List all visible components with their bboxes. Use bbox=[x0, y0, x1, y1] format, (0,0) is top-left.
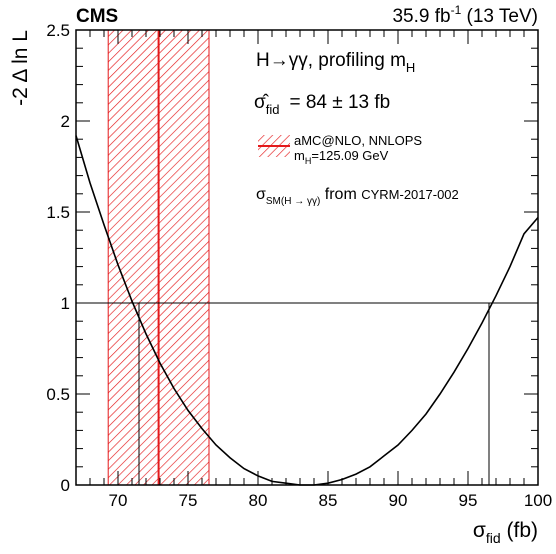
axis-ticks bbox=[75, 29, 539, 486]
legend-prediction-mass: mH=125.09 GeV bbox=[294, 148, 389, 166]
x-tick-label: 80 bbox=[249, 491, 268, 510]
x-tick-label: 90 bbox=[389, 491, 408, 510]
energy-label: (13 TeV) bbox=[461, 6, 538, 27]
y-tick-label: 2 bbox=[61, 112, 70, 131]
y-tick-label: 0 bbox=[61, 476, 70, 495]
x-tick-label: 70 bbox=[109, 491, 128, 510]
y-tick-label: 1 bbox=[61, 294, 70, 313]
x-tick-label: 95 bbox=[459, 491, 478, 510]
y-tick-label: 1.5 bbox=[46, 203, 70, 222]
x-axis-title: σfid (fb) bbox=[473, 519, 538, 546]
legend-prediction-generator: aMC@NLO, NNLOPS bbox=[294, 133, 422, 148]
y-tick-label: 2.5 bbox=[46, 21, 70, 40]
axis-tick-labels: 70 75 80 85 90 95 100 0 0.5 1 1.5 2 2.5 bbox=[46, 21, 552, 510]
legend-sm-reference: σSM(H → γγ) from CYRM-2017-002 bbox=[256, 186, 459, 207]
legend-fitted-result: σ̂fid = 84 ± 13 fb bbox=[254, 92, 390, 117]
luminosity-label: 35.9 fb-1 (13 TeV) bbox=[392, 3, 538, 27]
experiment-label: CMS bbox=[76, 6, 118, 27]
x-tick-label: 85 bbox=[319, 491, 338, 510]
y-tick-label: 0.5 bbox=[46, 385, 70, 404]
y-axis-title: -2 Δ ln L bbox=[9, 30, 32, 106]
plot-frame bbox=[75, 29, 539, 486]
x-tick-label: 75 bbox=[179, 491, 198, 510]
x-tick-label: 100 bbox=[524, 491, 552, 510]
legend-process: H→γγ, profiling mH bbox=[256, 50, 415, 75]
luminosity-exponent: -1 bbox=[451, 3, 462, 17]
